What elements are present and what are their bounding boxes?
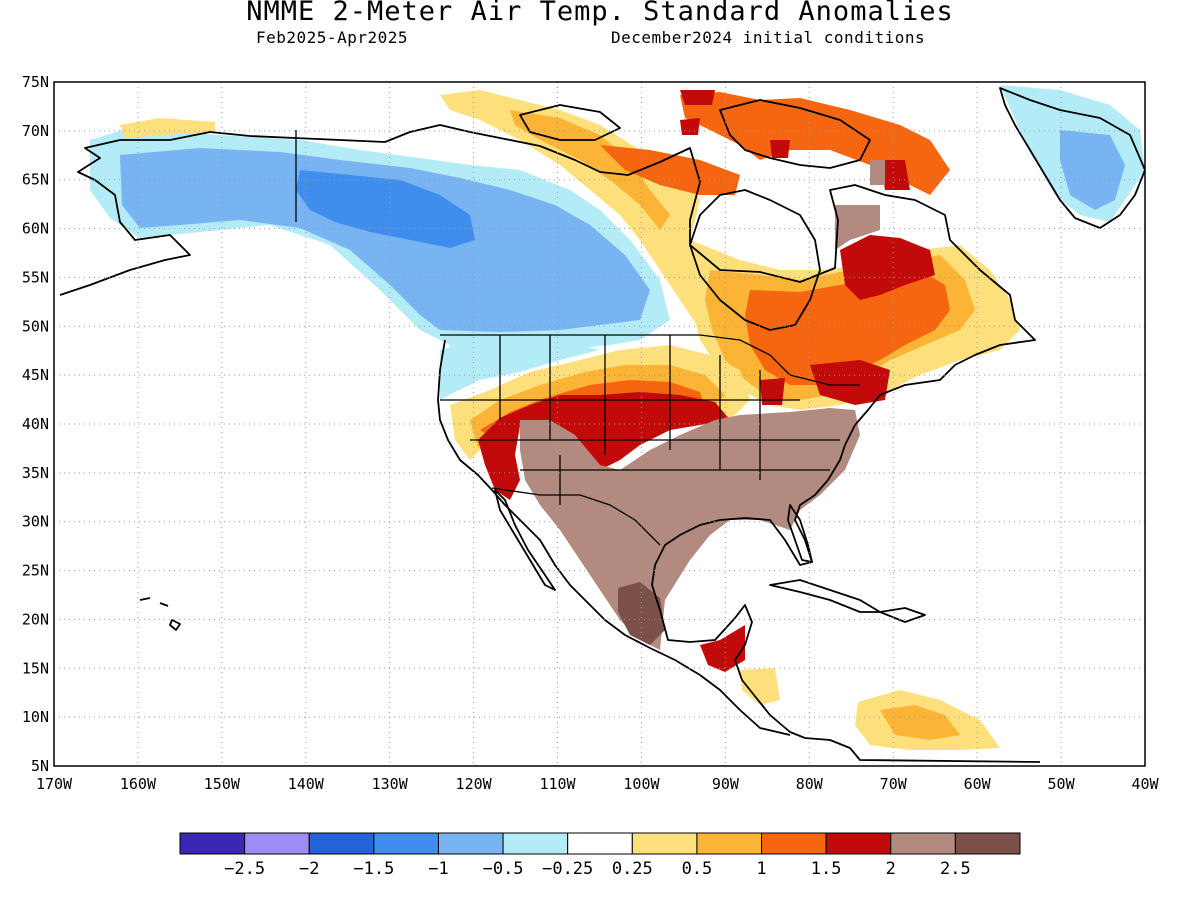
colorbar-label: −0.5: [483, 859, 524, 879]
hawaii-islands: [139, 597, 181, 631]
north-america-coast: [59, 124, 1041, 763]
state-lines: [440, 335, 840, 505]
colorbar-label: 2: [886, 859, 896, 879]
arctic-warm-central: [440, 90, 740, 330]
us-mexico-border: [491, 487, 661, 546]
anomaly-fields: [90, 85, 1145, 750]
lon-label: 50W: [1048, 775, 1076, 793]
colorbar-swatch: [373, 832, 439, 855]
colorbar-label: −1: [428, 859, 448, 879]
lat-label: 20N: [22, 610, 49, 628]
colorbar-swatch: [179, 832, 246, 855]
lat-label: 45N: [22, 366, 49, 384]
lon-label: 160W: [120, 775, 157, 793]
forecast-period: Feb2025-Apr2025: [256, 28, 408, 47]
lat-label: 60N: [22, 220, 49, 238]
lat-label: 5N: [31, 757, 49, 775]
baffin-island: [719, 99, 871, 169]
cuba: [769, 579, 881, 613]
central-america-yellow: [740, 668, 780, 705]
lon-label: 110W: [539, 775, 576, 793]
lon-label: 170W: [36, 775, 73, 793]
lat-label: 65N: [22, 171, 49, 189]
colorbar-label: −2.5: [224, 859, 265, 879]
victoria-island: [519, 104, 621, 141]
southwest-red: [478, 392, 730, 500]
us-canada-border: [440, 334, 860, 386]
lon-label: 60W: [964, 775, 992, 793]
lat-label: 75N: [22, 73, 49, 91]
hudson-bay: [689, 189, 821, 331]
arctic-warm-west: [120, 118, 215, 138]
lon-label: 130W: [372, 775, 409, 793]
lat-label: 30N: [22, 513, 49, 531]
cool-anomaly-nw: [440, 335, 600, 400]
arctic-warm-red: [680, 90, 910, 190]
colorbar-swatch: [890, 832, 956, 855]
lat-label: 10N: [22, 708, 49, 726]
colorbar-swatch: [567, 832, 633, 855]
colorbar-swatch: [308, 832, 375, 855]
colorbar-swatch: [696, 832, 763, 855]
florida: [787, 504, 813, 563]
baja-california: [494, 489, 556, 591]
lat-label: 40N: [22, 415, 49, 433]
quebec-red: [760, 235, 935, 405]
colorbar-swatch: [825, 832, 892, 855]
map-frame: [53, 81, 1146, 767]
lat-label: 55N: [22, 268, 49, 286]
colorbar-swatch: [244, 832, 310, 855]
hispaniola: [879, 607, 926, 623]
lon-label: 80W: [796, 775, 824, 793]
lat-label: 50N: [22, 317, 49, 335]
lon-label: 140W: [288, 775, 325, 793]
south-america-orange: [880, 705, 960, 740]
pacific-coast: [437, 339, 791, 736]
coastlines: [59, 87, 1145, 763]
lon-label: 100W: [623, 775, 660, 793]
colorbar-label: −0.25: [542, 859, 593, 879]
mexico-dark-brown: [618, 582, 665, 645]
colorbar-label: 0.25: [612, 859, 653, 879]
colorbar-label: 0.5: [682, 859, 713, 879]
greenland-coast: [999, 87, 1145, 229]
colorbar-swatch: [761, 832, 827, 855]
colorbar-swatch: [631, 832, 698, 855]
lon-label: 150W: [204, 775, 241, 793]
colorbar-label: 1.5: [811, 859, 842, 879]
latitude-labels: 75N 70N 65N 60N 55N 50N 45N 40N 35N 30N 25N 20N 15N 1…: [22, 73, 49, 775]
central-america-warm: [700, 625, 745, 672]
political-borders: [295, 130, 860, 546]
greenland-cool-inner: [1060, 130, 1125, 210]
colorbar-swatch: [502, 832, 569, 855]
colorbar-label: 1: [756, 859, 766, 879]
lon-label: 90W: [712, 775, 740, 793]
lat-label: 15N: [22, 659, 49, 677]
colorbar-swatch: [437, 832, 504, 855]
quebec-brown: [835, 160, 885, 250]
lon-label: 40W: [1131, 775, 1159, 793]
lon-label: 70W: [880, 775, 908, 793]
graticule: [54, 82, 1145, 766]
initial-conditions: December2024 initial conditions: [611, 28, 926, 47]
cool-anomaly-core: [296, 170, 475, 248]
lon-label: 120W: [456, 775, 493, 793]
colorbar: −2.5 −2 −1.5 −1 −0.5 −0.25 0.25 0.5 1 1.5 2 2.5: [179, 832, 1021, 879]
colorbar-label: −2: [299, 859, 319, 879]
arctic-warm-east: [600, 145, 740, 195]
colorbar-swatch: [954, 832, 1021, 855]
lat-label: 25N: [22, 562, 49, 580]
map-title: NMME 2-Meter Air Temp. Standard Anomalie…: [246, 0, 954, 27]
lat-label: 70N: [22, 122, 49, 140]
colorbar-label: 2.5: [940, 859, 971, 879]
cool-anomaly-main: [120, 148, 650, 332]
lat-label: 35N: [22, 464, 49, 482]
colorbar-label: −1.5: [353, 859, 394, 879]
east-canada-dark-orange: [745, 270, 950, 385]
arctic-warm-orange: [510, 110, 670, 230]
longitude-labels: 170W 160W 150W 140W 130W 120W 110W 100W 90W 80W 70…: [36, 775, 1160, 793]
